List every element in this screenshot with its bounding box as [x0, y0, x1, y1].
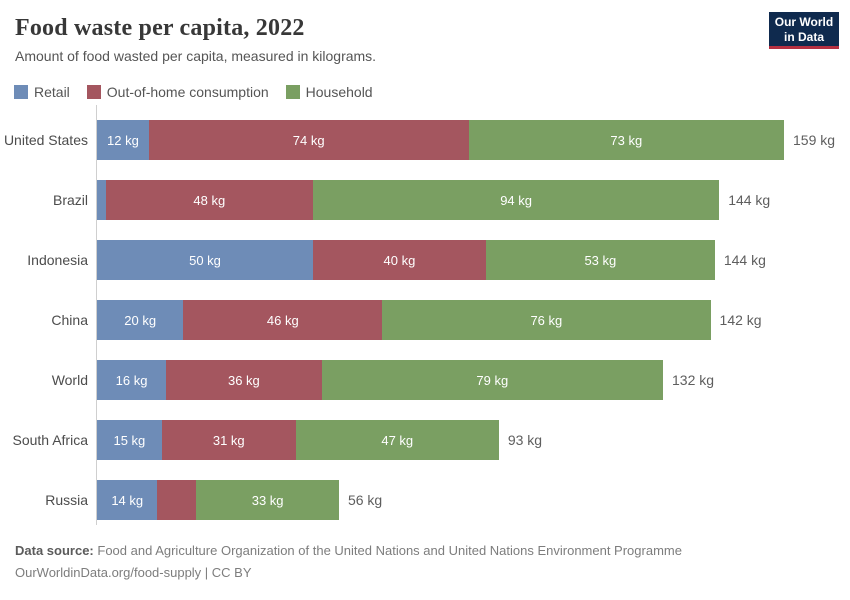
- segment-value-label: 48 kg: [193, 192, 226, 208]
- segment-value-label: 31 kg: [212, 432, 245, 448]
- segment-value-label: 74 kg: [292, 132, 325, 148]
- segment-value-label: 94 kg: [500, 192, 532, 208]
- bar-segment[interactable]: [157, 480, 197, 520]
- segment-value-label: 79 kg: [476, 372, 509, 388]
- chart-footer: Data source: Food and Agriculture Organi…: [15, 540, 682, 584]
- bar-segment[interactable]: 16 kg: [97, 360, 167, 400]
- bar-segment[interactable]: 15 kg: [97, 420, 162, 460]
- bar-segment[interactable]: 31 kg: [161, 420, 296, 460]
- owid-logo-line1: Our World: [774, 15, 834, 29]
- bar-segment[interactable]: 76 kg: [382, 300, 711, 340]
- stacked-bar[interactable]: 12 kg 74 kg 73 kg: [97, 120, 784, 160]
- chart-row: Russia 14 kg 33 kg 56 kg: [0, 470, 850, 530]
- bar-total-label: 132 kg: [672, 372, 715, 388]
- bar-segment[interactable]: 74 kg: [148, 120, 469, 160]
- legend-item-label: Household: [305, 84, 373, 100]
- bar-segment[interactable]: 48 kg: [105, 180, 314, 220]
- license-line[interactable]: OurWorldinData.org/food-supply | CC BY: [15, 565, 252, 580]
- segment-value-label: 40 kg: [383, 252, 416, 268]
- bar-segment[interactable]: 47 kg: [295, 420, 499, 460]
- segment-value-label: 36 kg: [227, 372, 260, 388]
- segment-value-label: 16 kg: [115, 372, 148, 388]
- bar-segment[interactable]: [97, 180, 106, 220]
- legend-item-label: Out-of-home consumption: [106, 84, 269, 100]
- chart-row: United States 12 kg 74 kg 73 kg 159 kg: [0, 110, 850, 170]
- stacked-bar[interactable]: 48 kg 94 kg: [97, 180, 720, 220]
- bar-total-label: 144 kg: [728, 192, 771, 208]
- bar-total-label: 159 kg: [793, 132, 836, 148]
- chart-row: Indonesia 50 kg 40 kg 53 kg 144 kg: [0, 230, 850, 290]
- bar-segment[interactable]: 46 kg: [183, 300, 383, 340]
- bar-segment[interactable]: 50 kg: [97, 240, 314, 280]
- segment-value-label: 76 kg: [530, 312, 563, 328]
- bar-total-label: 93 kg: [507, 432, 543, 448]
- segment-value-label: 46 kg: [266, 312, 299, 328]
- page-title: Food waste per capita, 2022: [15, 15, 305, 41]
- bar-segment[interactable]: 94 kg: [313, 180, 720, 220]
- data-source-label: Data source:: [15, 543, 94, 558]
- bar-segment[interactable]: 12 kg: [97, 120, 149, 160]
- bar-total-label: 142 kg: [719, 312, 762, 328]
- legend-item-retail[interactable]: Retail: [14, 84, 70, 100]
- segment-value-label: 47 kg: [381, 432, 414, 448]
- legend: Retail Out-of-home consumption Household: [14, 84, 373, 100]
- owid-logo-line2: in Data: [783, 30, 824, 44]
- segment-value-label: 14 kg: [111, 492, 144, 508]
- chart-row: China 20 kg 46 kg 76 kg 142 kg: [0, 290, 850, 350]
- entity-label[interactable]: China: [51, 312, 88, 328]
- bar-segment[interactable]: 73 kg: [468, 120, 784, 160]
- entity-label[interactable]: World: [51, 372, 88, 388]
- segment-value-label: 12 kg: [107, 132, 139, 148]
- bar-segment[interactable]: 79 kg: [321, 360, 663, 400]
- stacked-bar[interactable]: 14 kg 33 kg: [97, 480, 339, 520]
- bar-total-label: 144 kg: [723, 252, 766, 268]
- legend-item-household[interactable]: Household: [285, 84, 373, 100]
- chart-row: Brazil 48 kg 94 kg 144 kg: [0, 170, 850, 230]
- segment-value-label: 33 kg: [251, 492, 284, 508]
- bar-segment[interactable]: 36 kg: [166, 360, 322, 400]
- bar-segment[interactable]: 40 kg: [313, 240, 486, 280]
- legend-swatch-icon: [285, 85, 300, 99]
- entity-label[interactable]: Indonesia: [27, 252, 88, 268]
- stacked-bar[interactable]: 15 kg 31 kg 47 kg: [97, 420, 499, 460]
- bar-segment[interactable]: 53 kg: [485, 240, 715, 280]
- stacked-bar[interactable]: 20 kg 46 kg 76 kg: [97, 300, 711, 340]
- owid-logo[interactable]: Our World in Data: [769, 12, 839, 49]
- legend-swatch-icon: [14, 85, 28, 99]
- entity-label[interactable]: Russia: [45, 492, 88, 508]
- data-source-line: Data source: Food and Agriculture Organi…: [15, 540, 682, 562]
- segment-value-label: 15 kg: [113, 432, 146, 448]
- bar-segment[interactable]: 33 kg: [196, 480, 339, 520]
- bar-total-label: 56 kg: [347, 492, 383, 508]
- chart-row: World 16 kg 36 kg 79 kg 132 kg: [0, 350, 850, 410]
- chart-subtitle: Amount of food wasted per capita, measur…: [15, 48, 377, 64]
- chart-area: United States 12 kg 74 kg 73 kg 159 kg Brazil…: [0, 105, 850, 530]
- segment-value-label: 73 kg: [610, 132, 643, 148]
- segment-value-label: 53 kg: [584, 252, 617, 268]
- legend-item-out-of-home[interactable]: Out-of-home consumption: [86, 84, 269, 100]
- bar-segment[interactable]: 20 kg: [97, 300, 184, 340]
- stacked-bar[interactable]: 16 kg 36 kg 79 kg: [97, 360, 663, 400]
- entity-label[interactable]: United States: [3, 132, 88, 148]
- entity-label[interactable]: South Africa: [12, 432, 89, 448]
- bar-segment[interactable]: 14 kg: [97, 480, 158, 520]
- data-source-text: Food and Agriculture Organization of the…: [97, 543, 682, 558]
- entity-label[interactable]: Brazil: [52, 192, 88, 208]
- legend-item-label: Retail: [34, 84, 70, 100]
- chart-row: South Africa 15 kg 31 kg 47 kg 93 kg: [0, 410, 850, 470]
- legend-swatch-icon: [86, 85, 101, 99]
- segment-value-label: 20 kg: [124, 312, 157, 328]
- stacked-bar[interactable]: 50 kg 40 kg 53 kg: [97, 240, 715, 280]
- y-axis-line: [96, 105, 97, 525]
- segment-value-label: 50 kg: [189, 252, 221, 268]
